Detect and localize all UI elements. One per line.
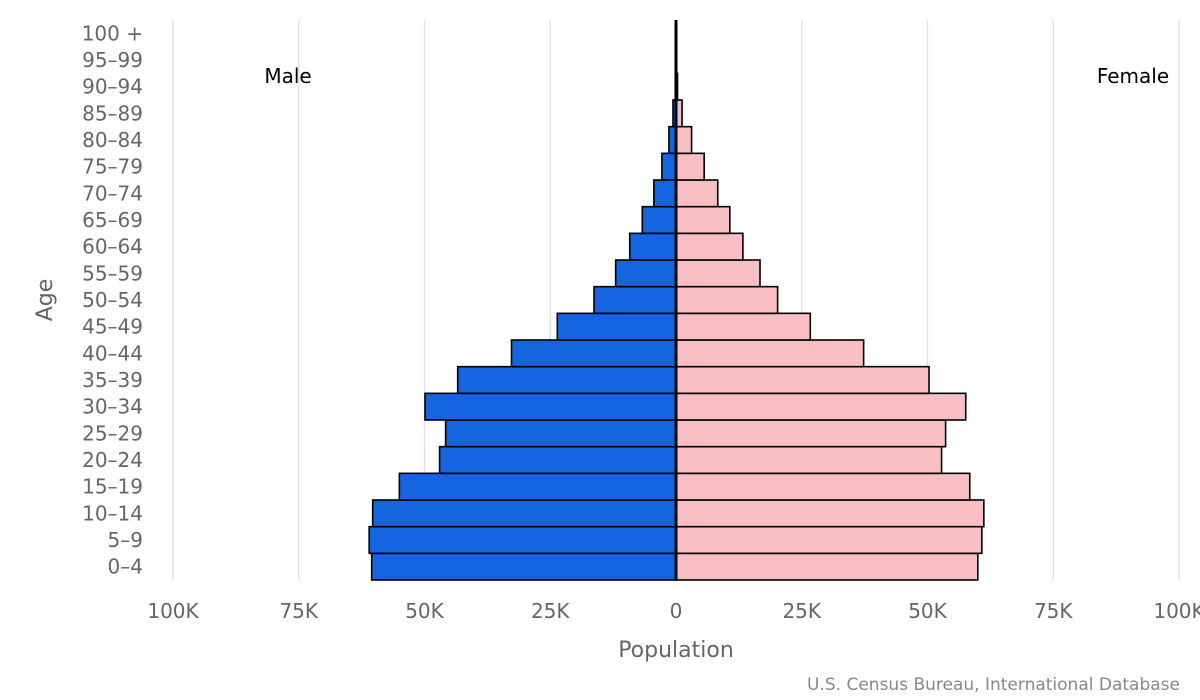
age-label: 5–9 — [108, 528, 143, 552]
legend-female-label: Female — [1097, 64, 1169, 88]
age-label: 50–54 — [82, 288, 143, 312]
male-bar-55-59[interactable] — [614, 259, 677, 288]
grid-layer — [172, 20, 1180, 580]
credits-text: U.S. Census Bureau, International Databa… — [807, 675, 1180, 695]
male-bar-5-9[interactable] — [368, 525, 677, 555]
male-bar-45-49[interactable] — [556, 312, 677, 341]
x-tick-label: 0 — [670, 599, 683, 623]
male-bar-75-79[interactable] — [661, 152, 677, 181]
bar-layer — [368, 45, 985, 581]
age-label: 60–64 — [82, 235, 143, 259]
male-bar-65-69[interactable] — [641, 205, 677, 235]
male-bar-35-39[interactable] — [456, 365, 677, 395]
age-label: 85–89 — [82, 101, 143, 125]
female-bar-15-19[interactable] — [675, 472, 971, 501]
female-bar-65-69[interactable] — [675, 205, 731, 235]
female-bar-70-74[interactable] — [675, 179, 719, 208]
x-tick-label: 50K — [908, 599, 947, 623]
age-label: 0–4 — [108, 555, 143, 579]
age-label: 65–69 — [82, 208, 143, 232]
female-bar-55-59[interactable] — [675, 259, 761, 288]
female-bar-25-29[interactable] — [675, 419, 947, 448]
female-bar-75-79[interactable] — [675, 152, 705, 181]
male-bar-30-34[interactable] — [424, 392, 677, 421]
male-bar-10-14[interactable] — [371, 499, 677, 528]
age-label: 10–14 — [82, 501, 143, 525]
age-label: 100 + — [82, 21, 143, 45]
x-tick-label: 75K — [279, 599, 318, 623]
x-tick-label: 100K — [147, 599, 199, 623]
age-label: 35–39 — [82, 368, 143, 392]
age-label: 45–49 — [82, 315, 143, 339]
age-label: 30–34 — [82, 395, 143, 419]
x-axis-title: Population — [618, 638, 734, 663]
female-bar-5-9[interactable] — [675, 525, 983, 555]
male-bar-0-4[interactable] — [370, 552, 677, 581]
female-bar-60-64[interactable] — [675, 232, 744, 261]
age-label: 40–44 — [82, 341, 143, 365]
male-bar-40-44[interactable] — [510, 339, 677, 368]
male-bar-50-54[interactable] — [593, 285, 677, 315]
age-label: 75–79 — [82, 155, 143, 179]
x-tick-label: 50K — [405, 599, 444, 623]
age-label: 20–24 — [82, 448, 143, 472]
male-bar-25-29[interactable] — [444, 419, 677, 448]
female-bar-10-14[interactable] — [675, 499, 985, 528]
female-bar-45-49[interactable] — [675, 312, 812, 341]
age-label: 95–99 — [82, 48, 143, 72]
age-label: 55–59 — [82, 261, 143, 285]
age-label: 90–94 — [82, 75, 143, 99]
x-tick-label: 75K — [1034, 599, 1073, 623]
female-bar-20-24[interactable] — [675, 445, 943, 475]
female-bar-40-44[interactable] — [675, 339, 865, 368]
y-axis-title: Age — [33, 279, 58, 322]
female-bar-80-84[interactable] — [675, 125, 693, 155]
male-bar-60-64[interactable] — [628, 232, 677, 261]
female-bar-50-54[interactable] — [675, 285, 779, 315]
male-bar-20-24[interactable] — [438, 445, 677, 475]
age-label: 25–29 — [82, 421, 143, 445]
male-bar-15-19[interactable] — [398, 472, 677, 501]
legend-male-label: Male — [264, 64, 311, 88]
x-axis-tick-labels: 100K 75K 50K 25K 0 25K 50K 75K 100K — [147, 599, 1200, 623]
female-bar-0-4[interactable] — [675, 552, 979, 581]
female-bar-30-34[interactable] — [675, 392, 967, 421]
x-tick-label: 25K — [782, 599, 821, 623]
male-bar-70-74[interactable] — [653, 179, 677, 208]
age-label: 80–84 — [82, 128, 143, 152]
x-tick-label: 25K — [531, 599, 570, 623]
age-label: 15–19 — [82, 475, 143, 499]
age-label: 70–74 — [82, 181, 143, 205]
x-tick-label: 100K — [1153, 599, 1200, 623]
female-bar-35-39[interactable] — [675, 365, 930, 395]
